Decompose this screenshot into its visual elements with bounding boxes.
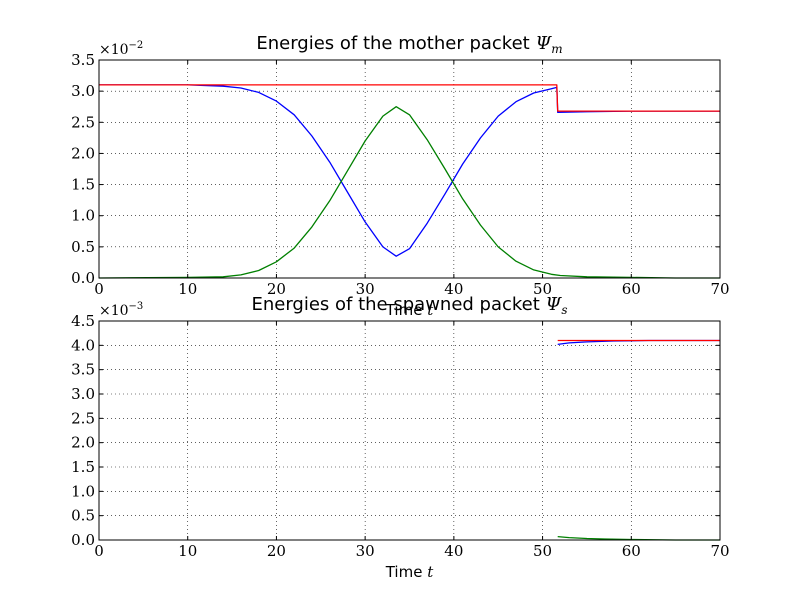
x-axis-label: Time t (385, 563, 434, 581)
y-tick-label: 3.5 (71, 361, 95, 379)
x-tick-label: 40 (444, 280, 463, 298)
x-tick-label: 10 (178, 280, 197, 298)
x-tick-label: 50 (533, 542, 552, 560)
axes-frame (98, 59, 721, 279)
x-tick-label: 30 (356, 542, 375, 560)
y-tick-label: 2.0 (71, 144, 95, 162)
x-tick-label: 20 (267, 542, 286, 560)
y-tick-label: 2.5 (71, 113, 95, 131)
y-tick-label: 1.0 (71, 207, 95, 225)
x-tick-label: 20 (267, 280, 286, 298)
ticks: 0 10 20 30 40 50 60 70 0.0 0.5 1.0 1.5 2.0 2.5 3.0 3.5 (71, 51, 729, 298)
x-axis-label: Time t (385, 301, 434, 319)
y-tick-label: 4.0 (71, 336, 95, 354)
y-tick-label: 3.0 (71, 385, 95, 403)
y-tick-label: 2.5 (71, 409, 95, 427)
grid (99, 321, 720, 540)
x-tick-label: 60 (622, 542, 641, 560)
x-tick-label: 40 (444, 542, 463, 560)
chart-title: Energies of the spawned packet Ψs (251, 294, 567, 317)
x-tick-label: 60 (622, 280, 641, 298)
grid (99, 60, 720, 278)
y-axis-multiplier: ×10−3 (99, 301, 143, 319)
series-line-1 (98, 106, 720, 279)
x-tick-label: 50 (533, 280, 552, 298)
y-tick-label: 4.5 (71, 312, 95, 330)
spawned-packet-plot: 0 10 20 30 40 50 60 70 0.0 0.5 1.0 1.5 2.0 2.5 3.0 3.5 4… (71, 294, 729, 581)
series-line-2 (99, 84, 720, 112)
ticks: 0 10 20 30 40 50 60 70 0.0 0.5 1.0 1.5 2.0 2.5 3.0 3.5 4… (71, 312, 729, 560)
y-tick-label: 1.0 (71, 482, 95, 500)
y-tick-label: 3.5 (71, 51, 95, 69)
x-tick-label: 0 (94, 542, 104, 560)
chart-title: Energies of the mother packet Ψm (256, 33, 562, 56)
y-tick-label: 0.5 (71, 238, 95, 256)
axes-frame (98, 320, 721, 541)
y-tick-label: 0.5 (71, 507, 95, 525)
y-tick-label: 1.5 (71, 458, 95, 476)
y-tick-label: 3.0 (71, 82, 95, 100)
x-tick-label: 70 (710, 542, 729, 560)
y-tick-label: 0.0 (71, 269, 95, 287)
y-axis-multiplier: ×10−2 (99, 40, 143, 58)
x-tick-label: 10 (178, 542, 197, 560)
x-tick-label: 70 (710, 280, 729, 298)
x-tick-label: 30 (356, 280, 375, 298)
x-tick-label: 0 (94, 280, 104, 298)
mother-packet-plot: 0 10 20 30 40 50 60 700.00.51.01.52.02.53.03.5 … (71, 33, 729, 319)
y-tick-label: 0.0 (71, 531, 95, 549)
y-tick-label: 2.0 (71, 434, 95, 452)
series-group (98, 84, 720, 279)
y-tick-label: 1.5 (71, 176, 95, 194)
